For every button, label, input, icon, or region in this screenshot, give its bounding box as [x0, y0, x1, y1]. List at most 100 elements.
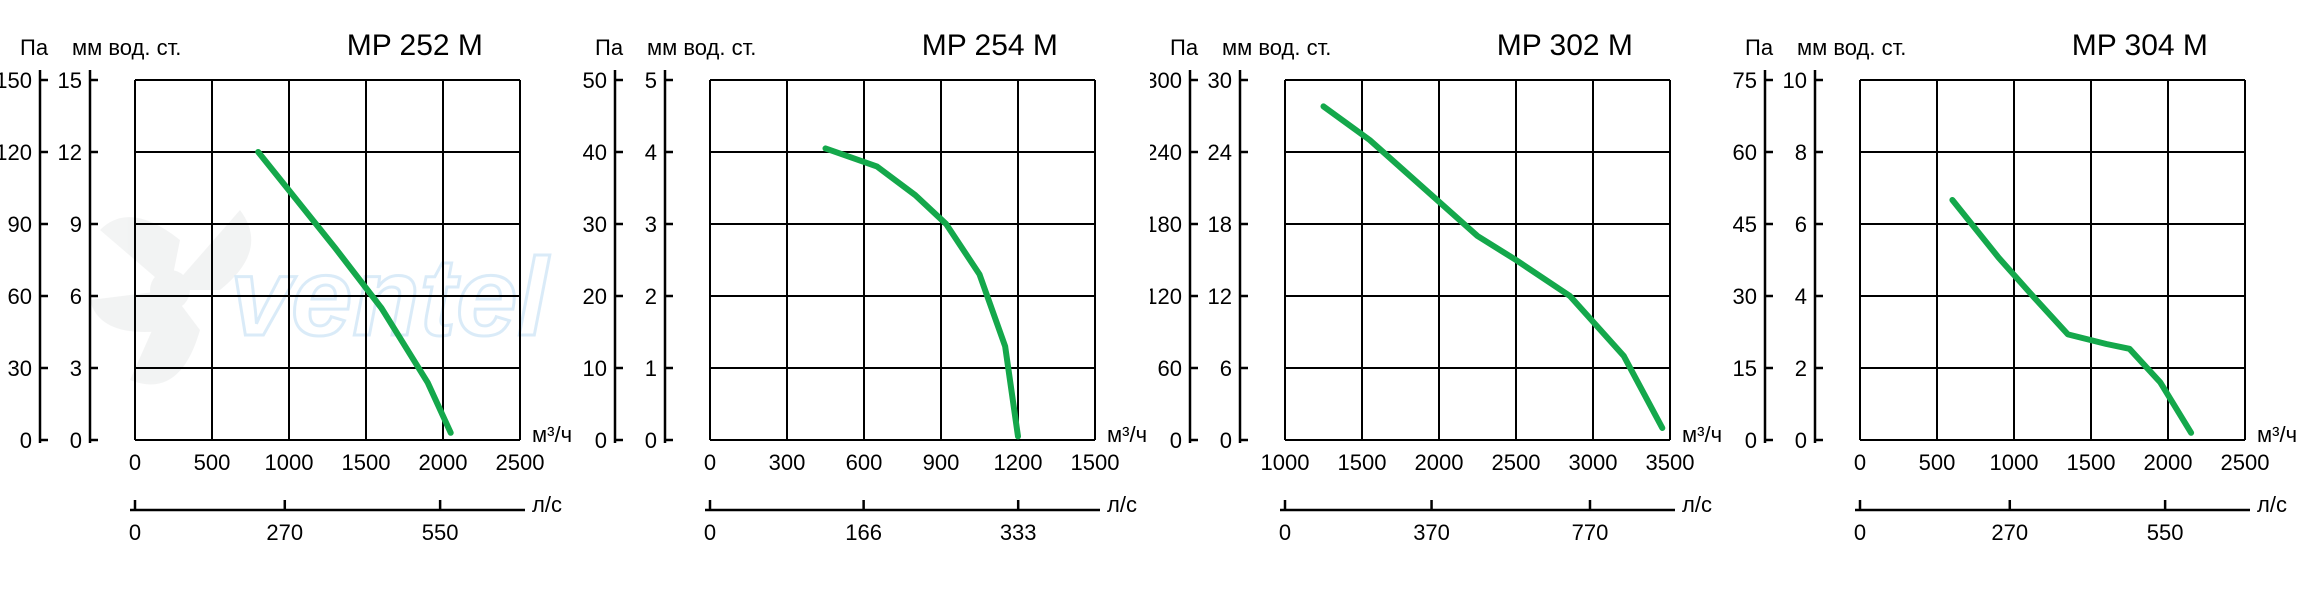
- x1-tick-label: 1500: [342, 450, 391, 475]
- x1-tick-label: 0: [129, 450, 141, 475]
- x2-tick-label: 270: [266, 520, 303, 545]
- y1-tick-label: 180: [1150, 212, 1182, 237]
- y2-tick-label: 6: [1795, 212, 1807, 237]
- y2-tick-label: 8: [1795, 140, 1807, 165]
- x2-tick-label: 270: [1991, 520, 2028, 545]
- y1-tick-label: 30: [8, 356, 32, 381]
- y1-tick-label: 150: [0, 68, 32, 93]
- y1-tick-label: 120: [0, 140, 32, 165]
- grid: [710, 80, 1095, 440]
- x1-tick-label: 2500: [496, 450, 545, 475]
- chart-svg: Памм вод. ст.MP 302 M0601201802403000612…: [1150, 0, 1725, 608]
- axes: [1765, 70, 2250, 510]
- axes: [1190, 70, 1675, 510]
- y2-tick-label: 6: [70, 284, 82, 309]
- x1-tick-label: 1500: [1338, 450, 1387, 475]
- chart-svg: Памм вод. ст.MP 304 M0153045607502468100…: [1725, 0, 2300, 608]
- y2-tick-label: 2: [1795, 356, 1807, 381]
- y1-tick-label: 60: [1733, 140, 1757, 165]
- y2-unit-label: мм вод. ст.: [647, 35, 756, 60]
- chart-panel: ventelПамм вод. ст.MP 252 M0306090120150…: [0, 0, 575, 608]
- chart-svg: ventelПамм вод. ст.MP 252 M0306090120150…: [0, 0, 575, 608]
- y2-tick-label: 4: [1795, 284, 1807, 309]
- svg-text:ventel: ventel: [230, 236, 550, 359]
- x1-tick-label: 2000: [419, 450, 468, 475]
- watermark: ventel: [90, 210, 550, 384]
- y2-unit-label: мм вод. ст.: [72, 35, 181, 60]
- y2-unit-label: мм вод. ст.: [1797, 35, 1906, 60]
- y2-tick-label: 0: [645, 428, 657, 453]
- y2-tick-label: 24: [1208, 140, 1232, 165]
- y1-tick-label: 15: [1733, 356, 1757, 381]
- x1-unit-label: м³/ч: [1682, 422, 1722, 447]
- y1-tick-label: 120: [1150, 284, 1182, 309]
- x2-tick-label: 166: [845, 520, 882, 545]
- chart-title: MP 252 M: [347, 29, 483, 62]
- x2-tick-label: 0: [1854, 520, 1866, 545]
- x1-tick-label: 300: [769, 450, 806, 475]
- y1-tick-label: 10: [583, 356, 607, 381]
- y1-unit-label: Па: [1745, 35, 1774, 60]
- y1-tick-label: 240: [1150, 140, 1182, 165]
- x1-unit-label: м³/ч: [1107, 422, 1147, 447]
- y2-tick-label: 3: [645, 212, 657, 237]
- y2-tick-label: 1: [645, 356, 657, 381]
- y1-tick-label: 75: [1733, 68, 1757, 93]
- y1-tick-label: 0: [595, 428, 607, 453]
- x1-tick-label: 2500: [2221, 450, 2270, 475]
- y2-tick-label: 18: [1208, 212, 1232, 237]
- y2-tick-label: 0: [70, 428, 82, 453]
- y1-tick-label: 60: [1158, 356, 1182, 381]
- y1-tick-label: 90: [8, 212, 32, 237]
- y1-unit-label: Па: [1170, 35, 1199, 60]
- y2-tick-label: 5: [645, 68, 657, 93]
- x1-unit-label: м³/ч: [2257, 422, 2297, 447]
- x2-unit-label: л/с: [1107, 492, 1137, 517]
- y1-unit-label: Па: [595, 35, 624, 60]
- y1-tick-label: 45: [1733, 212, 1757, 237]
- series-curve: [826, 148, 1019, 436]
- x1-tick-label: 1500: [2067, 450, 2116, 475]
- y2-tick-label: 3: [70, 356, 82, 381]
- x2-tick-label: 550: [2147, 520, 2184, 545]
- series-curve: [1324, 106, 1663, 428]
- chart-panel: Памм вод. ст.MP 254 M0102030405001234503…: [575, 0, 1150, 608]
- chart-panel: Памм вод. ст.MP 302 M0601201802403000612…: [1150, 0, 1725, 608]
- grid: [1860, 80, 2245, 440]
- x1-tick-label: 3500: [1646, 450, 1695, 475]
- y2-tick-label: 10: [1783, 68, 1807, 93]
- y1-tick-label: 50: [583, 68, 607, 93]
- y2-tick-label: 30: [1208, 68, 1232, 93]
- y2-tick-label: 0: [1795, 428, 1807, 453]
- y2-tick-label: 9: [70, 212, 82, 237]
- x2-tick-label: 0: [129, 520, 141, 545]
- y1-tick-label: 0: [1745, 428, 1757, 453]
- y1-tick-label: 60: [8, 284, 32, 309]
- x1-tick-label: 0: [1854, 450, 1866, 475]
- y1-tick-label: 40: [583, 140, 607, 165]
- x2-tick-label: 0: [704, 520, 716, 545]
- x2-tick-label: 370: [1413, 520, 1450, 545]
- x1-tick-label: 900: [923, 450, 960, 475]
- x1-tick-label: 2000: [1415, 450, 1464, 475]
- x1-tick-label: 2500: [1492, 450, 1541, 475]
- x2-tick-label: 0: [1279, 520, 1291, 545]
- y1-tick-label: 20: [583, 284, 607, 309]
- y2-tick-label: 6: [1220, 356, 1232, 381]
- y2-tick-label: 15: [58, 68, 82, 93]
- x1-tick-label: 500: [1919, 450, 1956, 475]
- x1-tick-label: 2000: [2144, 450, 2193, 475]
- chart-title: MP 254 M: [922, 29, 1058, 62]
- chart-page: ventelПамм вод. ст.MP 252 M0306090120150…: [0, 0, 2301, 608]
- y2-tick-label: 0: [1220, 428, 1232, 453]
- x1-tick-label: 500: [194, 450, 231, 475]
- x1-tick-label: 1200: [994, 450, 1043, 475]
- y2-tick-label: 12: [58, 140, 82, 165]
- x1-tick-label: 1500: [1071, 450, 1120, 475]
- y1-tick-label: 300: [1150, 68, 1182, 93]
- y1-unit-label: Па: [20, 35, 49, 60]
- y1-tick-label: 0: [20, 428, 32, 453]
- y1-tick-label: 30: [1733, 284, 1757, 309]
- x1-unit-label: м³/ч: [532, 422, 572, 447]
- x1-tick-label: 1000: [1990, 450, 2039, 475]
